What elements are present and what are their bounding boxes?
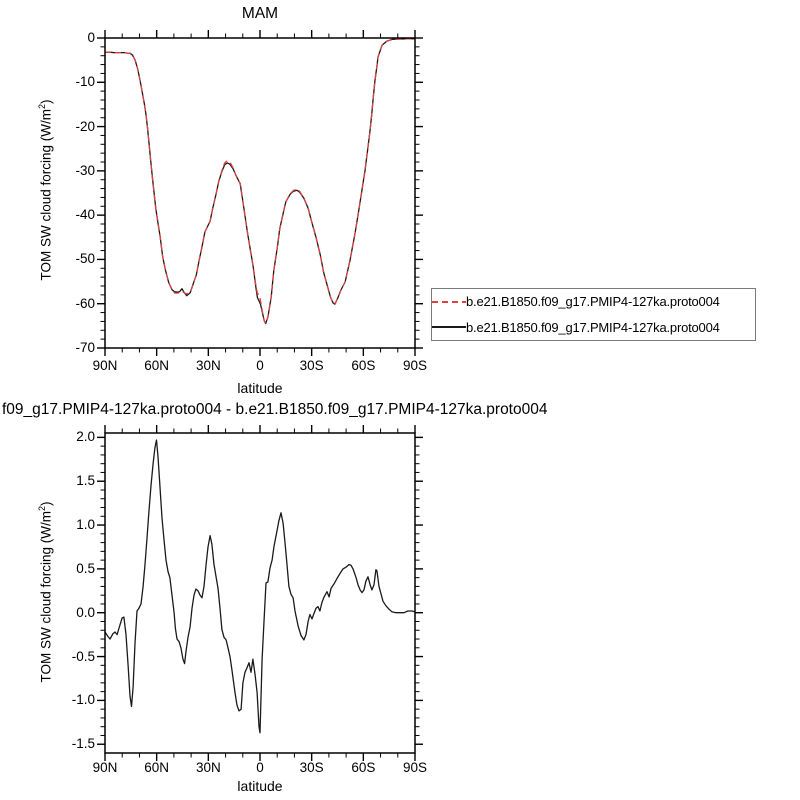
y-tick-label-bottom: -1.0 xyxy=(71,692,95,708)
black-solid-curve-top xyxy=(105,38,416,325)
legend: b.e21.B1850.f09_g17.PMIP4-127ka.proto004… xyxy=(431,288,756,341)
x-tick-label-bottom: 90N xyxy=(92,760,118,775)
legend-label-black: b.e21.B1850.f09_g17.PMIP4-127ka.proto004 xyxy=(466,319,720,335)
y-tick-label-top: -20 xyxy=(75,118,95,134)
top-x-axis-label: latitude xyxy=(237,380,283,396)
bottom-y-axis-label-superscript: 2 xyxy=(36,505,47,511)
y-tick-label-top: 0 xyxy=(87,30,95,45)
y-tick-label-top: -40 xyxy=(75,207,95,223)
red-dashed-curve-top xyxy=(105,38,416,325)
x-tick-label-top: 0 xyxy=(256,358,264,373)
y-tick-label-bottom: -0.5 xyxy=(71,648,95,664)
y-tick-label-top: -10 xyxy=(75,74,95,90)
x-tick-label-bottom: 30S xyxy=(299,760,324,775)
y-tick-label-top: -60 xyxy=(75,295,95,311)
top-y-axis-label-close: ) xyxy=(38,99,54,104)
top-y-axis-label-superscript: 2 xyxy=(36,103,47,109)
x-tick-label-bottom: 60N xyxy=(144,760,170,775)
bottom-chart-title: f09_g17.PMIP4-127ka.proto004 - b.e21.B18… xyxy=(2,401,548,418)
y-tick-label-bottom: 0.0 xyxy=(76,604,95,620)
y-tick-label-top: -30 xyxy=(75,162,95,178)
plot-frame-top xyxy=(104,37,416,349)
red-dashed-line-swatch xyxy=(432,300,466,303)
x-tick-label-bottom: 60S xyxy=(351,760,376,775)
legend-entry-black: b.e21.B1850.f09_g17.PMIP4-127ka.proto004 xyxy=(432,315,755,341)
x-tick-label-top: 60N xyxy=(144,358,170,373)
black-solid-line-swatch xyxy=(432,326,466,329)
y-tick-label-bottom: -1.5 xyxy=(71,736,95,752)
y-tick-label-bottom: 1.0 xyxy=(76,517,95,533)
top-chart-title: MAM xyxy=(241,5,279,22)
x-tick-label-top: 90S xyxy=(402,358,428,373)
x-tick-label-top: 30S xyxy=(299,358,324,373)
x-tick-label-bottom: 90S xyxy=(402,760,428,775)
y-tick-label-bottom: 1.5 xyxy=(76,473,95,489)
x-tick-label-bottom: 30N xyxy=(195,760,221,775)
y-tick-label-top: -70 xyxy=(75,340,95,355)
x-tick-label-top: 90N xyxy=(92,358,118,373)
y-tick-label-bottom: 2.0 xyxy=(76,429,95,445)
x-tick-label-top: 60S xyxy=(351,358,376,373)
black-solid-curve-bottom xyxy=(104,439,416,734)
legend-label-red: b.e21.B1850.f09_g17.PMIP4-127ka.proto004 xyxy=(466,294,720,310)
y-tick-label-bottom: 0.5 xyxy=(76,560,95,576)
x-tick-label-bottom: 0 xyxy=(256,760,264,775)
bottom-x-axis-label: latitude xyxy=(237,778,283,794)
x-tick-label-top: 30N xyxy=(195,358,221,373)
bottom-y-axis-label-close: ) xyxy=(38,501,54,506)
legend-entry-red: b.e21.B1850.f09_g17.PMIP4-127ka.proto004 xyxy=(432,289,755,315)
y-tick-label-top: -50 xyxy=(75,251,95,267)
plot-frame-bottom xyxy=(104,432,416,754)
